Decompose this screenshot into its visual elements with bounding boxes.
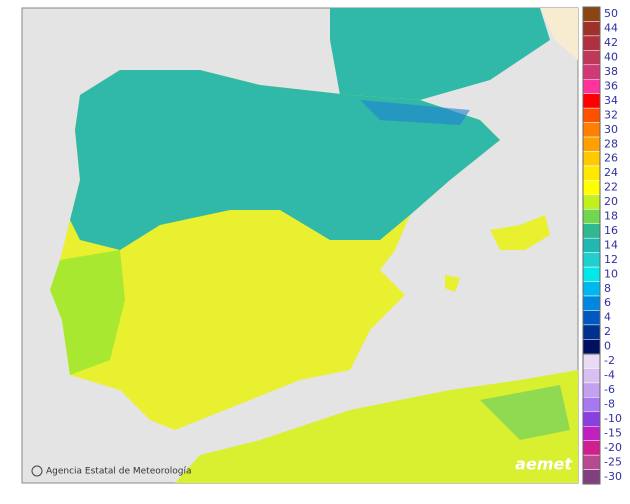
legend-label: -10 [604, 412, 622, 425]
france-area [540, 8, 578, 60]
legend-swatch [582, 6, 601, 22]
legend-label: 38 [604, 65, 618, 78]
legend-label: -30 [604, 470, 622, 483]
credit-text: Agencia Estatal de Meteorología [46, 467, 192, 477]
legend-label: 30 [604, 123, 618, 136]
legend-label: -25 [604, 455, 622, 468]
legend-label: 16 [604, 224, 618, 237]
logo: aemet [515, 455, 573, 474]
legend-swatch [582, 252, 601, 268]
copyright-icon [31, 465, 43, 477]
portugal-coast [50, 250, 125, 375]
legend-swatch [582, 194, 601, 210]
legend-swatch [582, 237, 601, 253]
ibiza [445, 275, 460, 292]
legend-swatch [582, 21, 601, 37]
legend-swatch [582, 426, 601, 441]
africa-land [175, 370, 578, 483]
legend-label: 8 [604, 282, 611, 295]
legend: 5044424038363432302826242220181614121086… [582, 6, 622, 485]
legend-swatch [582, 151, 601, 167]
legend-label: 50 [604, 7, 618, 20]
legend-label: -15 [604, 426, 622, 439]
legend-label: 44 [604, 22, 618, 35]
legend-label: 22 [604, 181, 618, 194]
legend-label: 40 [604, 51, 618, 64]
map [21, 7, 579, 484]
atlas-zone [480, 385, 570, 440]
legend-label: 2 [604, 325, 611, 338]
legend-label: 34 [604, 94, 618, 107]
legend-swatch [582, 209, 601, 225]
legend-swatch [582, 382, 601, 398]
legend-label: 36 [604, 79, 618, 92]
legend-swatch [582, 397, 601, 413]
legend-swatch [582, 353, 601, 369]
legend-swatch [582, 136, 601, 152]
legend-label: -20 [604, 441, 622, 454]
legend-swatch [582, 79, 601, 94]
legend-label: 42 [604, 36, 618, 49]
legend-swatch [582, 368, 601, 384]
legend-label: 24 [604, 166, 618, 179]
legend-swatch [582, 35, 601, 51]
france-land [330, 8, 550, 100]
legend-swatch [582, 281, 601, 297]
legend-label: 4 [604, 311, 611, 324]
legend-label: 28 [604, 137, 618, 150]
pyrenees [360, 100, 470, 125]
legend-swatch [582, 64, 601, 80]
legend-label: 20 [604, 195, 618, 208]
legend-swatch [582, 411, 601, 427]
legend-swatch [582, 310, 601, 326]
legend-label: -2 [604, 354, 615, 367]
legend-frame [582, 353, 601, 485]
legend-swatch [582, 107, 601, 123]
credit: Agencia Estatal de Meteorología aemet [31, 455, 573, 477]
legend-label: 18 [604, 210, 618, 223]
legend-label: -6 [604, 383, 615, 396]
legend-swatch [582, 165, 601, 181]
legend-label: 12 [604, 253, 618, 266]
legend-swatch [582, 122, 601, 138]
legend-swatch [582, 93, 601, 109]
legend-label: 6 [604, 296, 611, 309]
legend-swatch [582, 469, 601, 485]
legend-swatch [582, 266, 601, 282]
legend-label: 0 [604, 340, 611, 353]
legend-swatch [582, 295, 601, 311]
legend-swatch [582, 339, 601, 355]
legend-label: -8 [604, 398, 615, 411]
legend-swatch [582, 324, 601, 340]
legend-swatch [582, 454, 601, 470]
legend-label: 32 [604, 108, 618, 121]
balearic-islands [490, 215, 550, 250]
legend-label: 10 [604, 267, 618, 280]
legend-swatch [582, 223, 601, 239]
legend-swatch [582, 180, 601, 196]
legend-label: -4 [604, 369, 615, 382]
legend-swatch [582, 440, 601, 456]
legend-swatch [582, 50, 601, 66]
legend-label: 26 [604, 152, 618, 165]
legend-label: 14 [604, 238, 618, 251]
